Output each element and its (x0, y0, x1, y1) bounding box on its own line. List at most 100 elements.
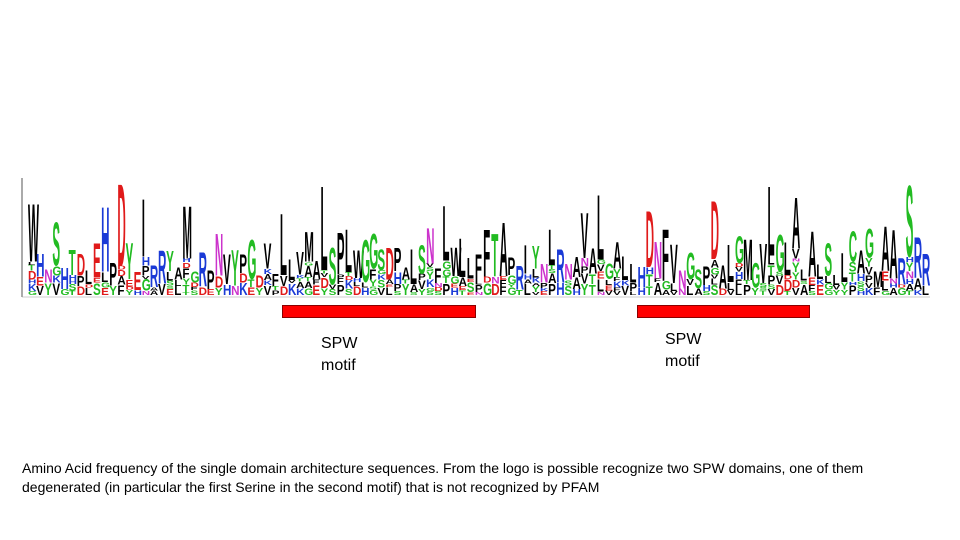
logo-letter-top: D (646, 196, 654, 286)
logo-letter: V (597, 264, 605, 274)
logo-letter: V (711, 273, 720, 279)
logo-letter: Y (751, 287, 759, 298)
motif-label-1: SPW motif (321, 335, 358, 374)
logo-letter: Y (841, 289, 849, 298)
logo-letter: T (906, 290, 914, 296)
logo-letter: H (906, 278, 914, 286)
logo-letter-top: A (174, 265, 183, 284)
logo-letter: L (532, 266, 539, 280)
logo-letter: A (532, 282, 541, 287)
figure-caption: Amino Acid frequency of the single domai… (22, 460, 864, 495)
logo-letter: T (182, 284, 189, 295)
logo-letter-top: L (832, 271, 839, 288)
logo-letter-top: Y (126, 232, 134, 290)
logo-letter: S (857, 280, 865, 288)
logo-letter: D (735, 262, 744, 268)
logo-letter: D (77, 284, 86, 298)
logo-letter: H (556, 281, 564, 300)
logo-letter: H (142, 255, 150, 268)
logo-letter-top: G (686, 245, 695, 287)
logo-letter: E (36, 275, 44, 288)
logo-letter-top: Y (532, 240, 540, 276)
logo-letter-top: R (897, 250, 905, 293)
logo-letter: E (816, 282, 824, 299)
logo-letter: E (312, 282, 320, 298)
logo-letter: T (321, 269, 329, 274)
logo-letter: V (581, 271, 589, 287)
logo-letter: G (142, 276, 151, 294)
logo-letter-top: N (215, 221, 223, 289)
logo-letter: T (589, 282, 597, 299)
logo-letter: L (922, 283, 930, 298)
logo-letter: S (849, 260, 857, 275)
logo-letter: H (906, 256, 914, 264)
logo-letter-top: A (589, 241, 597, 281)
logo-letter: N (434, 282, 442, 288)
logo-letter-top: W (353, 243, 364, 288)
logo-letter: S (857, 285, 865, 293)
logo-letter: T (589, 271, 596, 287)
logo-letter: H (735, 271, 744, 282)
logo-letter: V (776, 274, 784, 287)
logo-letter: H (524, 273, 532, 281)
logo-letter: T (767, 262, 774, 279)
logo-letter: G (881, 290, 890, 296)
logo-letter: Y (44, 281, 52, 300)
logo-letter: H (223, 282, 231, 299)
logo-letter: L (686, 283, 693, 298)
logo-letter: E (126, 278, 134, 289)
logo-letter: D (85, 283, 94, 288)
logo-letter: H (28, 279, 36, 285)
logo-letter-top: F (662, 215, 669, 297)
logo-letter: V (605, 290, 614, 297)
logo-letter: E (166, 289, 174, 298)
logo-letter: E (499, 275, 507, 281)
logo-letter: L (85, 287, 92, 298)
logo-letter-top: L (442, 191, 449, 279)
logo-letter: S (345, 288, 353, 297)
logo-letter-top: A (402, 265, 411, 284)
logo-letter: G (369, 289, 378, 297)
logo-letter: S (759, 286, 767, 291)
logo-letter-top: Y (231, 240, 239, 297)
logo-letter-top: F (475, 246, 482, 288)
logo-letter: G (28, 290, 37, 296)
logo-letter: F (182, 265, 189, 281)
logo-letter: Y (256, 287, 264, 298)
logo-letter: G (442, 260, 451, 272)
logo-letter: A (662, 289, 670, 298)
logo-letter: S (410, 291, 418, 296)
logo-letter-top: S (694, 265, 702, 295)
logo-letter-top: A (499, 206, 507, 293)
logo-letter-top: H (637, 261, 645, 294)
logo-letter: N (889, 278, 898, 286)
logo-letter: V (670, 290, 678, 296)
logo-letter: Y (792, 259, 800, 275)
logo-letter-top: H (61, 261, 69, 295)
logo-letter: D (792, 279, 800, 290)
logo-letter: H (857, 290, 865, 296)
logo-letter: S (467, 279, 475, 295)
logo-letter: G (507, 273, 516, 287)
logo-letter: H (394, 270, 402, 289)
logo-letter-top: S (52, 210, 60, 280)
logo-letter: L (28, 261, 36, 266)
logo-letter: A (906, 284, 915, 293)
logo-letter-top: D (386, 240, 394, 291)
logo-letter-top: L (727, 235, 734, 294)
logo-letter: V (377, 287, 385, 298)
logo-letter: K (345, 280, 354, 292)
logo-letter: S (434, 290, 442, 296)
logo-letter-top: P (109, 258, 117, 294)
logo-letter: T (743, 279, 751, 285)
logo-letter: A (410, 283, 418, 295)
logo-letter: T (304, 276, 312, 282)
logo-letter-top: S (906, 170, 914, 279)
logo-letter: Y (369, 279, 377, 288)
logo-letter: Y (613, 267, 621, 280)
logo-letter-top: L (321, 170, 328, 297)
logo-letter-top: R (158, 242, 166, 294)
logo-letter-top: F (483, 217, 490, 292)
logo-letter: L (361, 281, 368, 289)
